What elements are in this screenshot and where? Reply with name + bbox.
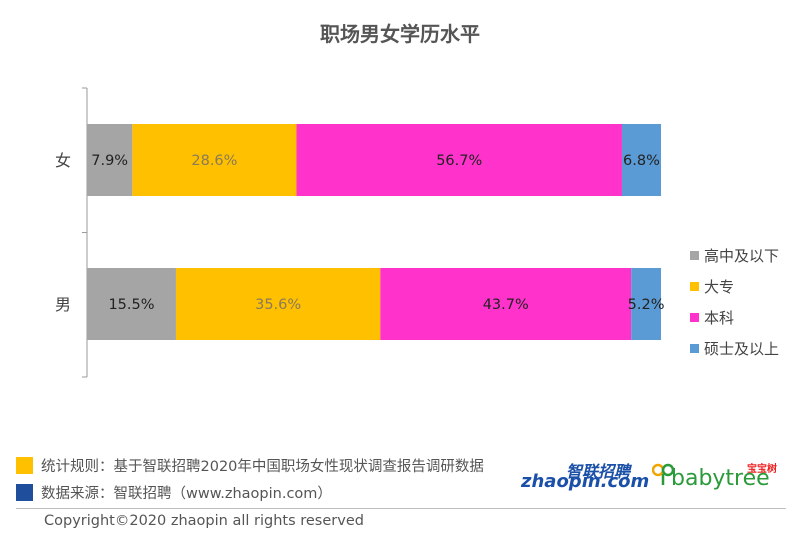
- note-source-text: 数据来源：智联招聘（www.zhaopin.com）: [41, 486, 332, 502]
- legend-label-1: 大专: [704, 278, 735, 296]
- data-label-1-3: 5.2%: [628, 297, 665, 313]
- data-label-0-3: 6.8%: [623, 153, 660, 169]
- bar-segment-0-3: [621, 124, 661, 196]
- legend-swatch-2: [690, 313, 699, 322]
- bar-segment-1-3: [631, 268, 661, 340]
- legend-label-2: 本科: [704, 309, 735, 327]
- legend-swatch-0: [690, 251, 699, 260]
- category-label-0: 女: [55, 151, 71, 170]
- legend-label-3: 硕士及以上: [704, 340, 780, 358]
- footer-note-rules: 统计规则：基于智联招聘2020年中国职场女性现状调查报告调研数据: [16, 455, 484, 476]
- data-label-0-0: 7.9%: [91, 153, 128, 169]
- category-label-1: 男: [55, 295, 71, 314]
- data-label-1-2: 43.7%: [483, 297, 529, 313]
- footer-note-source: 数据来源：智联招聘（www.zhaopin.com）: [16, 482, 332, 503]
- legend-item-1: 大专: [690, 271, 779, 302]
- data-label-1-0: 15.5%: [108, 297, 154, 313]
- note-source-swatch: [16, 484, 33, 501]
- data-label-0-2: 56.7%: [436, 153, 482, 169]
- legend: 高中及以下大专本科硕士及以上: [690, 240, 779, 364]
- copyright-text: Copyright©2020 zhaopin all rights reserv…: [44, 513, 364, 529]
- legend-label-0: 高中及以下: [704, 247, 780, 265]
- zhaopin-logo-cn: 智联招聘: [566, 462, 631, 481]
- bar-segment-0-0: [87, 124, 133, 196]
- bar-segment-0-2: [296, 124, 622, 196]
- bar-segment-1-2: [380, 268, 632, 340]
- note-rules-text: 统计规则：基于智联招聘2020年中国职场女性现状调查报告调研数据: [41, 459, 484, 475]
- data-label-0-1: 28.6%: [191, 153, 237, 169]
- footer-divider: [16, 508, 786, 509]
- babytree-logo-en: babytree: [671, 466, 770, 491]
- legend-swatch-3: [690, 344, 699, 353]
- bar-segment-0-1: [132, 124, 297, 196]
- legend-swatch-1: [690, 282, 699, 291]
- data-label-1-1: 35.6%: [255, 297, 301, 313]
- babytree-logo-mark: [652, 463, 674, 485]
- babytree-logo-cn: 宝宝树: [747, 464, 777, 475]
- legend-item-0: 高中及以下: [690, 240, 779, 271]
- zhaopin-logo-en: zhaopin.com: [521, 471, 650, 492]
- bar-segment-1-0: [87, 268, 176, 340]
- legend-item-2: 本科: [690, 302, 779, 333]
- note-rules-swatch: [16, 457, 33, 474]
- bar-segment-1-1: [175, 268, 381, 340]
- legend-item-3: 硕士及以上: [690, 333, 779, 364]
- chart-title: 职场男女学历水平: [320, 22, 480, 46]
